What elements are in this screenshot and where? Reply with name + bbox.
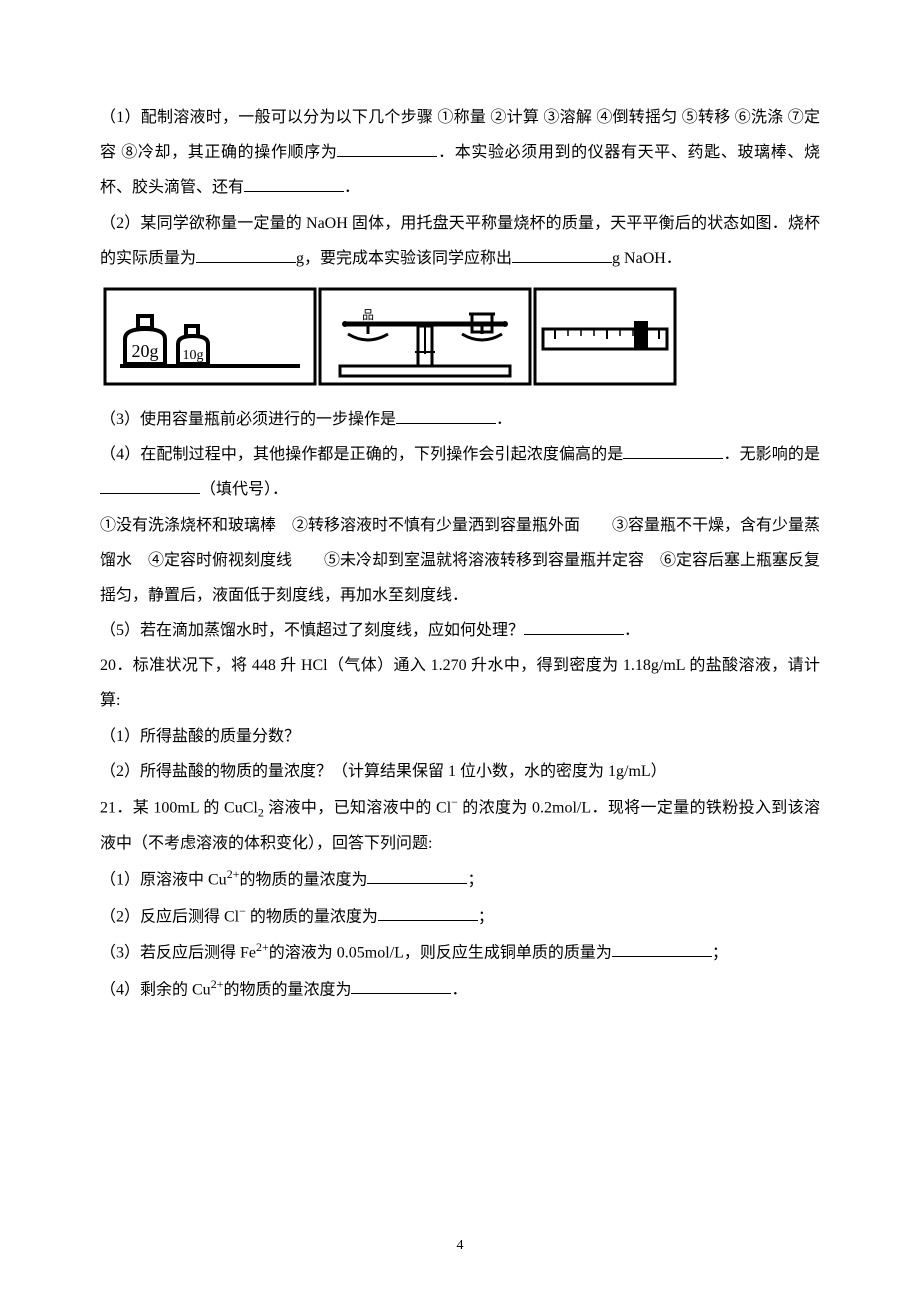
q19-p3: （3）使用容量瓶前必须进行的一步操作是 ．	[100, 402, 820, 437]
text: ；	[712, 944, 728, 961]
q19-p1: （1）配制溶液时，一般可以分为以下几个步骤 ①称量 ②计算 ③溶解 ④倒转摇匀 …	[100, 100, 820, 206]
q19-p2: （2）某同学欲称量一定量的 NaOH 固体，用托盘天平称量烧杯的质量，天平平衡后…	[100, 206, 820, 276]
text: 的物质的量浓度为	[239, 871, 367, 888]
weight-10g-label: 10g	[183, 348, 204, 363]
blank	[100, 475, 200, 494]
text: 溶液中，已知溶液中的 Cl	[264, 799, 451, 816]
weight-20g-label: 20g	[132, 341, 159, 361]
blank	[512, 244, 612, 263]
text: ．	[624, 622, 640, 639]
text: g NaOH．	[612, 250, 682, 267]
q21-p1: （1）原溶液中 Cu2+的物质的量浓度为 ；	[100, 861, 820, 898]
text: ．	[496, 411, 512, 428]
text: （填代号）．	[200, 481, 288, 498]
blank	[623, 440, 723, 459]
q20-intro: 20．标准状况下，将 448 升 HCl（气体）通入 1.270 升水中，得到密…	[100, 648, 820, 718]
text: ．	[451, 981, 467, 998]
page-number: 4	[457, 1231, 464, 1262]
superscript-minus: −	[239, 904, 246, 918]
rider-label: 品	[362, 308, 374, 322]
text: （1）原溶液中 Cu	[100, 871, 227, 888]
blank	[612, 938, 712, 957]
q19-p6: （5）若在滴加蒸馏水时，不慎超过了刻度线，应如何处理？ ．	[100, 613, 820, 648]
text: 的溶液为 0.05mol/L，则反应生成铜单质的质量为	[269, 944, 612, 961]
blank	[351, 975, 451, 994]
text: （2）所得盐酸的物质的量浓度？（计算结果保留 1 位小数，水的密度为 1g/mL…	[100, 763, 667, 780]
text: ；	[467, 871, 483, 888]
text: （3）使用容量瓶前必须进行的一步操作是	[100, 411, 396, 428]
text: （5）若在滴加蒸馏水时，不慎超过了刻度线，应如何处理？	[100, 622, 524, 639]
text: 21．某 100mL 的 CuCl	[100, 799, 258, 816]
text: g，要完成本实验该同学应称出	[296, 250, 512, 267]
blank	[524, 616, 624, 635]
q19-p4: （4）在配制过程中，其他操作都是正确的，下列操作会引起浓度偏高的是 ．无影响的是 （…	[100, 437, 820, 507]
text: 的物质的量浓度为	[246, 908, 378, 925]
q20-p2: （2）所得盐酸的物质的量浓度？（计算结果保留 1 位小数，水的密度为 1g/mL…	[100, 754, 820, 789]
blank	[196, 244, 296, 263]
superscript-2plus: 2+	[211, 977, 224, 991]
blank	[367, 865, 467, 884]
superscript-minus: −	[451, 795, 458, 809]
text: （3）若反应后测得 Fe	[100, 944, 256, 961]
balance-diagram: 20g 10g 品	[100, 284, 820, 394]
superscript-2plus: 2+	[256, 940, 269, 954]
q21-p4: （4）剩余的 Cu2+的物质的量浓度为 ．	[100, 971, 820, 1008]
blank	[396, 405, 496, 424]
text: 的物质的量浓度为	[223, 981, 351, 998]
q21-p3: （3）若反应后测得 Fe2+的溶液为 0.05mol/L，则反应生成铜单质的质量…	[100, 934, 820, 971]
q19-p5: ①没有洗涤烧杯和玻璃棒 ②转移溶液时不慎有少量洒到容量瓶外面 ③容量瓶不干燥，含…	[100, 508, 820, 614]
text: ①没有洗涤烧杯和玻璃棒 ②转移溶液时不慎有少量洒到容量瓶外面 ③容量瓶不干燥，含…	[100, 517, 820, 604]
blank	[378, 902, 478, 921]
text: ．无影响的是	[723, 446, 820, 463]
superscript-2plus: 2+	[227, 867, 240, 881]
q21-p2: （2）反应后测得 Cl− 的物质的量浓度为 ；	[100, 898, 820, 935]
text: 20．标准状况下，将 448 升 HCl（气体）通入 1.270 升水中，得到密…	[100, 657, 820, 709]
q21-intro: 21．某 100mL 的 CuCl2 溶液中，已知溶液中的 Cl− 的浓度为 0…	[100, 789, 820, 861]
blank	[337, 138, 437, 157]
text: ；	[478, 908, 494, 925]
text: （4）剩余的 Cu	[100, 981, 211, 998]
text: ．	[344, 179, 360, 196]
document-content: （1）配制溶液时，一般可以分为以下几个步骤 ①称量 ②计算 ③溶解 ④倒转摇匀 …	[100, 100, 820, 1007]
text: （2）反应后测得 Cl	[100, 908, 239, 925]
text: （1）所得盐酸的质量分数？	[100, 728, 300, 745]
q20-p1: （1）所得盐酸的质量分数？	[100, 719, 820, 754]
blank	[244, 173, 344, 192]
text: （4）在配制过程中，其他操作都是正确的，下列操作会引起浓度偏高的是	[100, 446, 623, 463]
